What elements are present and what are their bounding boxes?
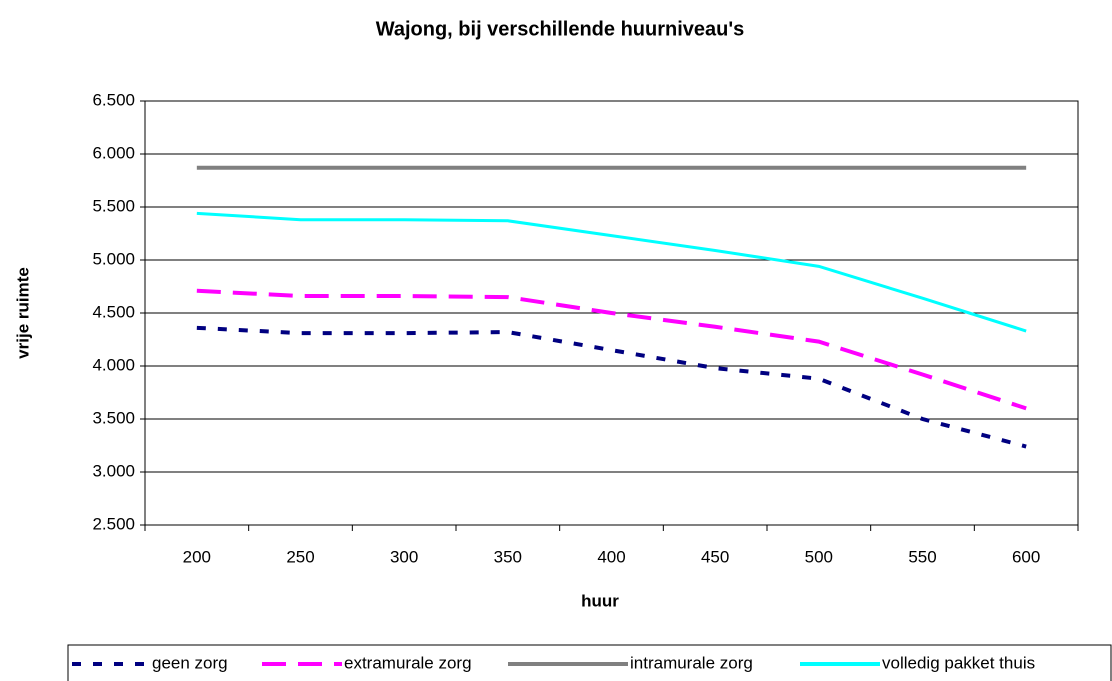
legend-label: geen zorg — [152, 653, 228, 672]
chart-title: Wajong, bij verschillende huurniveau's — [376, 18, 745, 40]
y-tick-label: 4.000 — [92, 355, 135, 374]
y-tick-label: 4.500 — [92, 302, 135, 321]
x-axis-title: huur — [581, 591, 619, 610]
series-line — [196, 211, 1027, 333]
x-tick-label: 350 — [494, 547, 522, 566]
series-line — [196, 325, 1027, 449]
legend-box — [67, 644, 1112, 681]
plot-frame — [144, 100, 1079, 526]
legend-label: intramurale zorg — [630, 653, 753, 672]
x-tick-label: 600 — [1012, 547, 1040, 566]
legend-label: extramurale zorg — [344, 653, 472, 672]
x-tick-label: 450 — [701, 547, 729, 566]
y-tick-label: 3.000 — [92, 461, 135, 480]
y-tick-label: 3.500 — [92, 408, 135, 427]
y-tick-label: 2.500 — [92, 514, 135, 533]
y-tick-label: 5.500 — [92, 196, 135, 215]
series-line — [196, 288, 1027, 411]
y-tick-label: 6.000 — [92, 143, 135, 162]
x-tick-label: 400 — [597, 547, 625, 566]
y-tick-label: 6.500 — [92, 90, 135, 109]
y-tick-label: 5.000 — [92, 249, 135, 268]
x-tick-label: 300 — [390, 547, 418, 566]
x-tick-label: 550 — [908, 547, 936, 566]
x-tick-label: 200 — [183, 547, 211, 566]
y-axis-title: vrije ruimte — [13, 267, 32, 359]
legend-label: volledig pakket thuis — [882, 653, 1035, 672]
x-tick-label: 500 — [805, 547, 833, 566]
x-tick-label: 250 — [286, 547, 314, 566]
